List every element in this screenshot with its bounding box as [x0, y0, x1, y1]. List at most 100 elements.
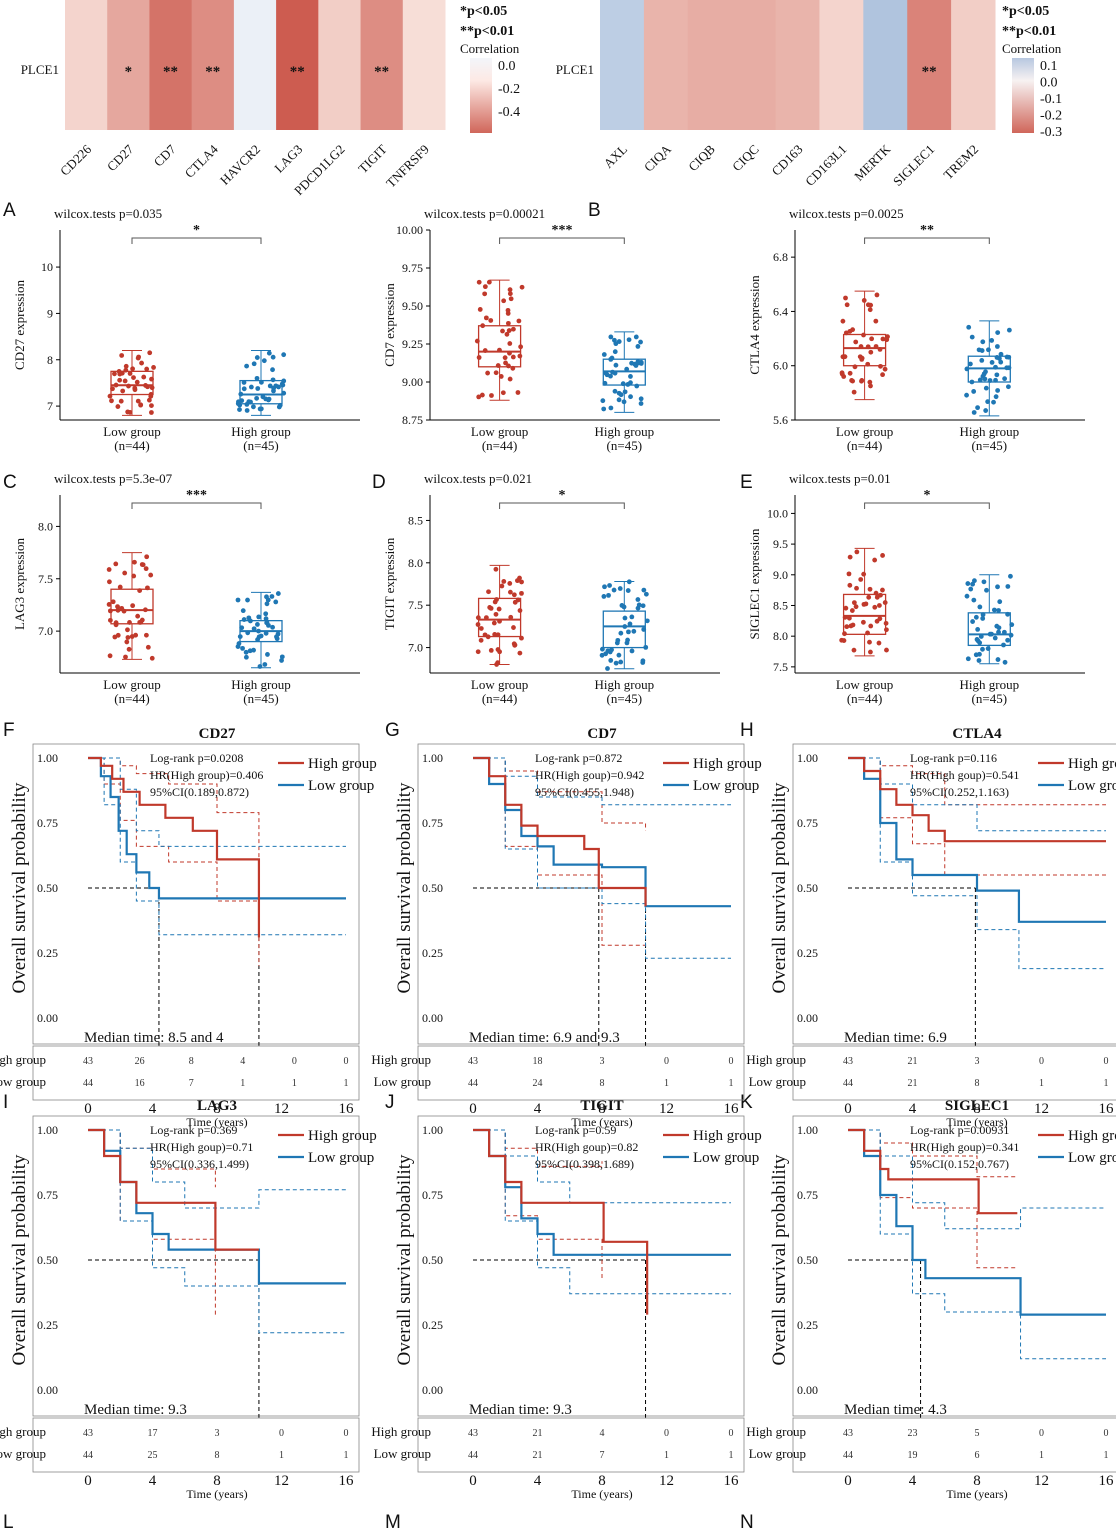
data-point [144, 632, 149, 638]
y-axis-label: Overall survival probability [769, 1154, 790, 1366]
group-label: Low group [836, 424, 893, 439]
data-point [628, 380, 633, 386]
data-point [975, 638, 981, 644]
data-point [996, 625, 1002, 631]
data-point [869, 336, 875, 342]
data-point [476, 279, 482, 285]
y-tick-label: 0.50 [37, 881, 58, 895]
data-point [241, 386, 247, 392]
data-point [1002, 376, 1008, 382]
data-point [256, 634, 262, 640]
sig-bracket [864, 237, 990, 244]
y-tick-label: 0.75 [37, 816, 58, 830]
data-point [480, 323, 486, 329]
stat-text: HR(High goup)=0.942 [535, 768, 644, 782]
data-point [644, 618, 650, 624]
data-point [618, 392, 624, 398]
panel-letter: I [3, 1092, 8, 1113]
km-title: CD27 [199, 726, 236, 742]
data-point [129, 634, 135, 639]
x-tick-label: 0 [84, 1473, 92, 1489]
median-time: Median time: 4.3 [844, 1402, 947, 1418]
data-point [127, 409, 133, 415]
x-tick-label: 12 [274, 1101, 289, 1117]
x-tick-label: 12 [1034, 1473, 1049, 1489]
data-point [110, 599, 116, 605]
risk-count: 44 [468, 1450, 478, 1461]
risk-count: 18 [533, 1056, 543, 1067]
data-point [994, 355, 1000, 360]
data-point [843, 605, 849, 611]
data-point [625, 637, 630, 643]
data-point [641, 627, 647, 632]
panel-letter: E [740, 472, 753, 493]
x-tick-label: 8 [213, 1101, 221, 1117]
data-point [843, 330, 849, 336]
box [477, 325, 522, 368]
data-point [985, 399, 991, 405]
data-point [606, 592, 611, 598]
risk-count: 44 [468, 1078, 478, 1089]
data-point [241, 617, 247, 622]
data-point [151, 365, 156, 370]
data-point [489, 393, 494, 398]
data-point [251, 647, 256, 653]
colorbar-tick: 0.1 [1040, 59, 1058, 74]
data-point [482, 291, 488, 297]
column-label: CD226 [57, 141, 95, 179]
heatmap-cell [402, 0, 446, 130]
data-point [970, 619, 976, 624]
data-point [476, 355, 482, 360]
significance-mark: ** [374, 64, 389, 80]
data-point [235, 401, 241, 407]
sig-stars: *** [551, 223, 572, 238]
heatmap-cell [907, 0, 952, 130]
data-point [964, 593, 970, 599]
group-label: Low group [836, 677, 893, 692]
data-point [106, 567, 112, 572]
risk-count: 0 [729, 1428, 734, 1439]
data-point [983, 369, 988, 375]
data-point [840, 354, 846, 360]
data-point [981, 579, 987, 585]
risk-count: 43 [83, 1428, 93, 1439]
x-tick-label: 16 [1099, 1473, 1115, 1489]
legend-label: High group [308, 1128, 377, 1144]
data-point [107, 393, 113, 399]
data-point [972, 578, 977, 584]
data-point [612, 388, 618, 394]
risk-row-label: High group [0, 1424, 46, 1439]
colorbar [1012, 58, 1034, 133]
risk-count: 43 [83, 1056, 93, 1067]
data-point [854, 585, 859, 591]
risk-count: 0 [729, 1056, 734, 1067]
risk-row-label: Low group [749, 1446, 806, 1461]
data-point [980, 612, 986, 618]
data-point [611, 587, 617, 593]
heatmap-cell [951, 0, 996, 130]
data-point [117, 584, 123, 590]
data-point [506, 328, 512, 333]
panel-letter: M [385, 1512, 401, 1531]
stat-text: Log-rank p=0.116 [910, 751, 997, 765]
data-point [149, 376, 154, 382]
data-point [235, 644, 241, 649]
data-point [265, 652, 270, 657]
significance-mark: ** [290, 64, 305, 80]
risk-count: 1 [729, 1450, 734, 1461]
data-point [977, 377, 983, 383]
data-point [475, 649, 481, 655]
km-title: CTLA4 [952, 726, 1002, 742]
data-point [626, 337, 632, 343]
row-label: PLCE1 [21, 62, 59, 77]
data-point [601, 406, 607, 412]
panel-letter: H [740, 720, 754, 741]
data-point [991, 399, 996, 405]
data-point [130, 603, 136, 609]
group-n: (n=45) [972, 438, 1008, 453]
risk-count: 0 [279, 1428, 284, 1439]
y-axis-label: LAG3 expression [12, 537, 27, 630]
data-point [115, 604, 120, 609]
data-point [638, 339, 643, 345]
y-tick-label: 9.25 [402, 337, 423, 351]
